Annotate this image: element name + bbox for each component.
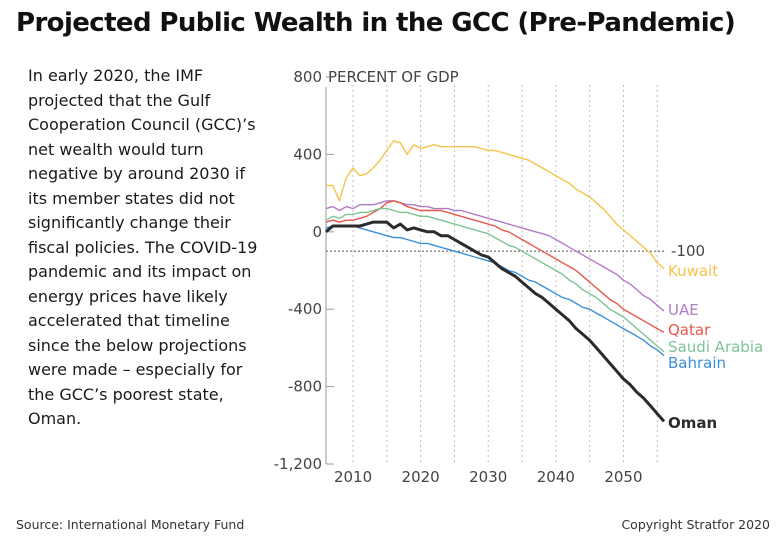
y-tick-label: 800 — [293, 68, 322, 86]
x-tick-label: 2040 — [537, 468, 575, 486]
x-tick-label: 2020 — [402, 468, 440, 486]
reference-line-label: -100 — [671, 242, 705, 260]
x-tick-label: 2010 — [334, 468, 372, 486]
source-note: Source: International Monetary Fund — [16, 517, 245, 532]
y-axis: 800 400 0 -400 -800 -1,200 PERCENT OF GDP — [274, 68, 459, 473]
reference-line-group: -100 — [326, 242, 705, 260]
x-tick-label: 2030 — [469, 468, 507, 486]
description-text: In early 2020, the IMF projected that th… — [28, 66, 258, 428]
y-tick-label: -400 — [288, 300, 322, 318]
series-label-bahrain: Bahrain — [668, 354, 726, 372]
copyright-note: Copyright Stratfor 2020 — [621, 517, 770, 532]
x-axis: 2010 2020 2030 2040 2050 — [334, 468, 643, 486]
series-label-qatar: Qatar — [668, 321, 711, 339]
series-line-oman — [325, 220, 666, 423]
y-axis-title: PERCENT OF GDP — [328, 68, 459, 86]
x-tick-label: 2050 — [604, 468, 642, 486]
series-line-uae — [325, 200, 665, 312]
y-tick-label: -1,200 — [274, 455, 322, 473]
series-label-oman: Oman — [668, 414, 717, 432]
series-label-saudi-arabia: Saudi Arabia — [668, 338, 763, 356]
y-tick-label: 0 — [312, 223, 322, 241]
series-label-uae: UAE — [668, 301, 699, 319]
series-line-saudi-arabia — [325, 207, 665, 353]
series-line-qatar — [325, 200, 665, 334]
series-line-kuwait — [326, 140, 665, 270]
series-layer — [325, 140, 666, 423]
series-line-bahrain — [325, 225, 665, 357]
chart-title: Projected Public Wealth in the GCC (Pre-… — [16, 8, 736, 38]
y-tick-label: 400 — [293, 145, 322, 163]
grid-layer — [352, 85, 658, 464]
series-label-kuwait: Kuwait — [668, 262, 718, 280]
y-tick-label: -800 — [288, 378, 322, 396]
